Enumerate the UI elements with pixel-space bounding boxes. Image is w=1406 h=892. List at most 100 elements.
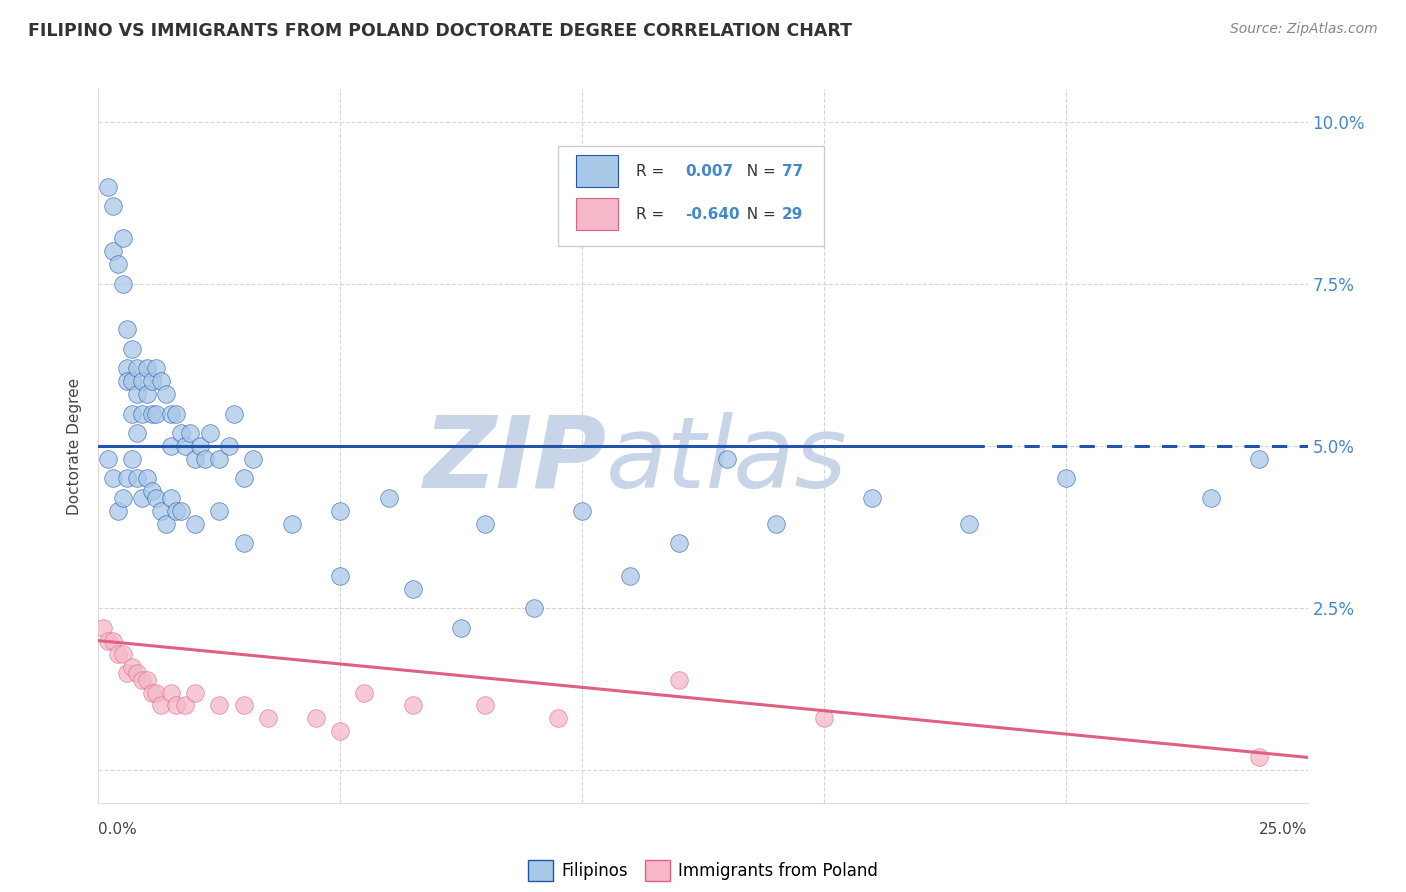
Point	[256, 711, 278, 725]
Legend: Filipinos, Immigrants from Poland: Filipinos, Immigrants from Poland	[522, 854, 884, 888]
Point	[145, 407, 167, 421]
Point	[150, 504, 173, 518]
Point	[107, 504, 129, 518]
Point	[305, 711, 328, 725]
Point	[141, 685, 163, 699]
Point	[127, 666, 149, 681]
Point	[716, 452, 738, 467]
Point	[111, 647, 134, 661]
Point	[232, 536, 254, 550]
Point	[107, 257, 129, 271]
Point	[97, 452, 120, 467]
Point	[160, 685, 183, 699]
Point	[135, 361, 157, 376]
Text: 29: 29	[782, 207, 803, 222]
Point	[957, 516, 980, 531]
Point	[121, 452, 143, 467]
Point	[135, 471, 157, 485]
Point	[127, 425, 149, 440]
Point	[165, 504, 187, 518]
Point	[1249, 452, 1271, 467]
Point	[160, 407, 183, 421]
Point	[523, 601, 546, 615]
Point	[111, 231, 134, 245]
Bar	[576, 155, 619, 187]
Point	[402, 582, 425, 596]
Point	[127, 471, 149, 485]
Point	[165, 407, 187, 421]
Point	[813, 711, 835, 725]
Text: ZIP: ZIP	[423, 412, 606, 508]
Point	[150, 374, 173, 388]
Point	[131, 407, 153, 421]
Point	[131, 491, 153, 505]
Y-axis label: Doctorate Degree: Doctorate Degree	[67, 377, 83, 515]
Point	[329, 504, 352, 518]
Point	[169, 504, 191, 518]
Point	[131, 374, 153, 388]
Bar	[576, 198, 619, 230]
Point	[97, 179, 120, 194]
Point	[668, 536, 690, 550]
Point	[242, 452, 264, 467]
Text: FILIPINO VS IMMIGRANTS FROM POLAND DOCTORATE DEGREE CORRELATION CHART: FILIPINO VS IMMIGRANTS FROM POLAND DOCTO…	[28, 22, 852, 40]
Point	[184, 516, 207, 531]
Point	[668, 673, 690, 687]
Point	[377, 491, 399, 505]
Point	[329, 724, 352, 739]
Point	[131, 673, 153, 687]
Text: 0.007: 0.007	[685, 164, 733, 178]
Point	[188, 439, 211, 453]
Text: 25.0%: 25.0%	[1260, 822, 1308, 837]
Point	[1054, 471, 1077, 485]
Point	[101, 471, 124, 485]
Point	[184, 452, 207, 467]
Point	[547, 711, 569, 725]
Point	[179, 425, 201, 440]
Point	[160, 491, 183, 505]
Point	[101, 199, 124, 213]
Point	[232, 471, 254, 485]
Point	[184, 685, 207, 699]
Point	[1199, 491, 1222, 505]
Text: 77: 77	[782, 164, 803, 178]
Point	[117, 666, 139, 681]
Point	[141, 374, 163, 388]
Point	[450, 621, 472, 635]
Point	[198, 425, 221, 440]
Point	[135, 387, 157, 401]
Point	[117, 361, 139, 376]
Point	[155, 387, 177, 401]
Point	[127, 387, 149, 401]
Text: N =: N =	[737, 164, 776, 178]
Point	[145, 685, 167, 699]
Point	[174, 439, 197, 453]
Point	[141, 407, 163, 421]
Point	[135, 673, 157, 687]
Text: Source: ZipAtlas.com: Source: ZipAtlas.com	[1230, 22, 1378, 37]
Text: N =: N =	[737, 207, 776, 222]
Point	[111, 491, 134, 505]
Point	[150, 698, 173, 713]
Point	[474, 698, 496, 713]
Point	[111, 277, 134, 291]
Point	[329, 568, 352, 582]
Point	[121, 374, 143, 388]
Point	[141, 484, 163, 499]
Point	[474, 516, 496, 531]
Point	[101, 244, 124, 259]
Point	[232, 698, 254, 713]
Point	[765, 516, 787, 531]
Text: R =: R =	[637, 164, 669, 178]
Text: R =: R =	[637, 207, 669, 222]
Point	[160, 439, 183, 453]
Point	[145, 491, 167, 505]
Point	[194, 452, 217, 467]
Point	[281, 516, 304, 531]
Point	[121, 342, 143, 356]
Point	[571, 504, 593, 518]
Point	[1249, 750, 1271, 764]
Text: -0.640: -0.640	[685, 207, 740, 222]
Point	[117, 322, 139, 336]
Text: atlas: atlas	[606, 412, 848, 508]
